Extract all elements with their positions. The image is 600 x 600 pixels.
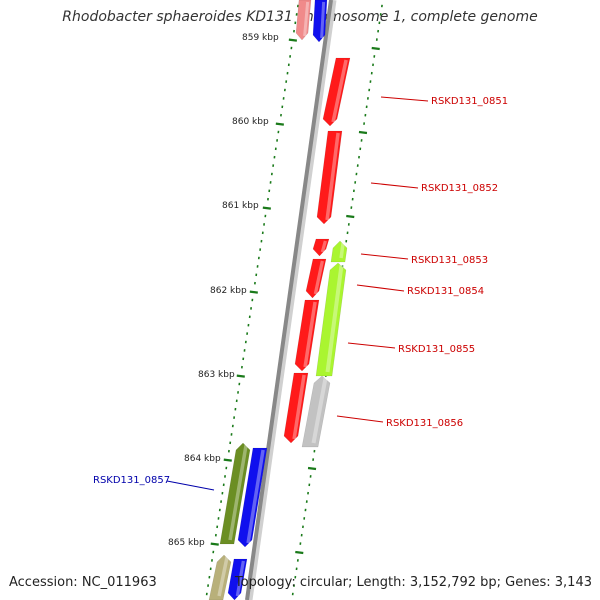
- gene-pink: [295, 0, 312, 41]
- leader-line-5: [336, 415, 384, 423]
- ruler-label-863: 863 kbp: [198, 370, 235, 380]
- gene-RSKD131_0857-highlight: [228, 444, 248, 541]
- leader-line-1: [370, 182, 419, 189]
- outer-ruler-major-tick: [358, 130, 368, 135]
- ruler-label-859: 859 kbp: [242, 33, 279, 43]
- leader-line-2: [360, 253, 409, 260]
- ruler-major-tick: [236, 374, 245, 378]
- gene-RSKD131_0854: [305, 258, 327, 299]
- leader-line-0: [380, 96, 429, 102]
- gene-blue-bottom: [227, 558, 248, 600]
- gene-RSKD131_0857: [219, 442, 251, 545]
- gene-blue-bottom-highlight: [235, 560, 245, 597]
- ruler-major-tick: [223, 458, 232, 462]
- accession-text: Accession: NC_011963: [9, 575, 157, 590]
- gene-features: [208, 0, 351, 600]
- ruler-ticks: [205, 4, 299, 596]
- gene-blue-top-highlight: [320, 1, 326, 39]
- gene-RSKD131_0851: [322, 57, 351, 127]
- gene-blue-mid: [237, 447, 268, 548]
- gene-label-RSKD131_0857[interactable]: RSKD131_0857: [93, 475, 170, 486]
- ruler-major-tick: [275, 122, 284, 126]
- gene-lime-a-highlight: [339, 242, 345, 259]
- leader-line-4: [347, 342, 396, 349]
- gene-label-RSKD131_0854[interactable]: RSKD131_0854: [407, 286, 484, 297]
- gene-RSKD131_0855: [294, 299, 320, 372]
- gene-gray-highlight: [311, 377, 328, 444]
- gene-label-RSKD131_0851[interactable]: RSKD131_0851: [431, 96, 508, 107]
- gene-khaki: [208, 554, 232, 600]
- topology-text: Topology: circular; Length: 3,152,792 bp…: [234, 575, 592, 590]
- gene-gray: [301, 375, 331, 448]
- gene-RSKD131_0854-highlight: [313, 260, 324, 295]
- gene-RSKD131_0856-highlight: [292, 374, 306, 440]
- ruler-label-860: 860 kbp: [232, 117, 269, 127]
- gene-RSKD131_0853-highlight: [320, 240, 327, 253]
- gene-RSKD131_0852: [316, 130, 343, 225]
- leader-line-6: [166, 480, 215, 491]
- gene-RSKD131_0855-highlight: [303, 301, 317, 368]
- ruler-major-tick: [288, 38, 297, 42]
- gene-lime-b-highlight: [325, 264, 344, 373]
- gene-RSKD131_0853: [312, 238, 330, 257]
- ruler-major-tick: [210, 542, 219, 546]
- ruler-label-862: 862 kbp: [210, 286, 247, 296]
- gene-label-RSKD131_0852[interactable]: RSKD131_0852: [421, 183, 498, 194]
- gene-RSKD131_0852-highlight: [325, 132, 340, 221]
- leader-line-3: [356, 284, 405, 292]
- gene-blue-mid-highlight: [246, 449, 265, 544]
- label-leader-lines: [166, 96, 429, 491]
- gene-lime-a: [330, 240, 348, 263]
- backbone: [245, 0, 333, 600]
- ruler-label-865: 865 kbp: [168, 538, 205, 548]
- ruler-major-tick: [262, 206, 271, 210]
- ruler-label-861: 861 kbp: [222, 201, 259, 211]
- outer-ruler-major-tick: [346, 214, 355, 219]
- gene-lime-b: [315, 262, 347, 377]
- gene-blue-top: [312, 0, 328, 43]
- gene-label-RSKD131_0853[interactable]: RSKD131_0853: [411, 255, 488, 266]
- gene-RSKD131_0856: [283, 372, 309, 444]
- gene-label-RSKD131_0856[interactable]: RSKD131_0856: [386, 418, 463, 429]
- gene-RSKD131_0851-highlight: [331, 59, 348, 123]
- ruler-label-864: 864 kbp: [184, 454, 221, 464]
- gene-label-RSKD131_0855[interactable]: RSKD131_0855: [398, 344, 475, 355]
- outer-ruler-major-tick: [295, 550, 304, 555]
- gene-pink-highlight: [303, 1, 310, 37]
- ruler-major-tick: [249, 290, 258, 294]
- outer-ruler-major-tick: [371, 46, 380, 51]
- gene-khaki-highlight: [217, 556, 229, 597]
- outer-ruler-major-tick: [307, 466, 317, 471]
